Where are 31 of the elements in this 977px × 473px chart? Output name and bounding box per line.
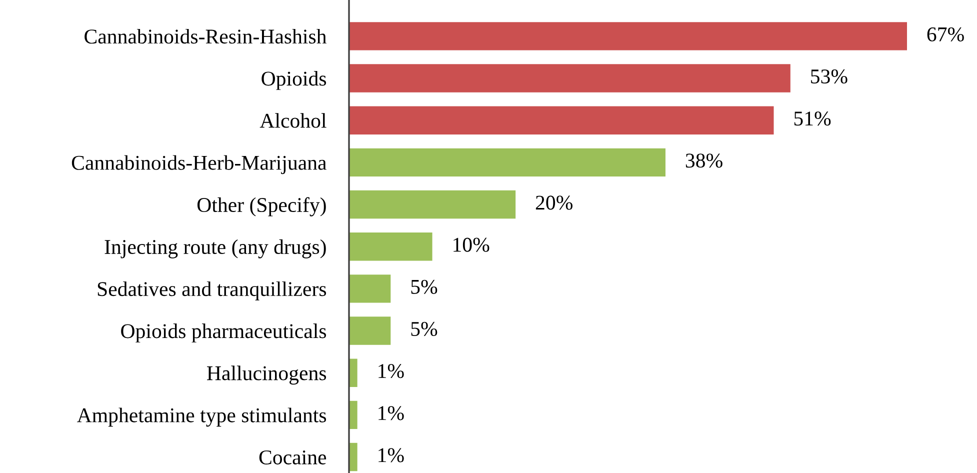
data-label: 53% — [811, 69, 848, 84]
y-tick-label: Cannabinoids-Herb-Marijuana — [72, 155, 326, 174]
data-label: 1% — [378, 364, 404, 378]
y-tick-label: Opioids pharmaceuticals — [121, 324, 326, 342]
bar — [349, 148, 666, 177]
bar — [349, 64, 790, 92]
y-tick-label: Amphetamine type stimulants — [77, 408, 326, 427]
data-label: 1% — [378, 406, 404, 420]
bar — [349, 232, 432, 261]
y-tick-label: Cocaine — [259, 450, 326, 464]
y-tick-label: Alcohol — [260, 113, 326, 128]
y-tick-label: Opioids — [262, 71, 326, 90]
bar — [349, 274, 391, 303]
bar — [349, 316, 391, 345]
bar — [349, 22, 907, 50]
data-label: 1% — [378, 448, 404, 462]
data-label: 67% — [927, 27, 964, 42]
y-tick-label: Cannabinoids-Resin-Hashish — [84, 28, 326, 44]
y-tick-label: Hallucinogens — [207, 366, 326, 385]
data-label: 5% — [411, 280, 438, 294]
data-label: 20% — [536, 196, 572, 210]
bar — [349, 106, 774, 134]
y-tick-label: Sedatives and tranquillizers — [98, 281, 326, 300]
data-label: 38% — [686, 154, 722, 168]
y-tick-label: Other (Specify) — [197, 197, 326, 216]
data-label: 5% — [411, 322, 438, 336]
y-tick-label: Injecting route (any drugs) — [104, 239, 326, 258]
bar — [349, 358, 358, 387]
bar — [349, 190, 516, 219]
data-label: 10% — [454, 238, 490, 252]
data-label: 51% — [794, 112, 831, 126]
